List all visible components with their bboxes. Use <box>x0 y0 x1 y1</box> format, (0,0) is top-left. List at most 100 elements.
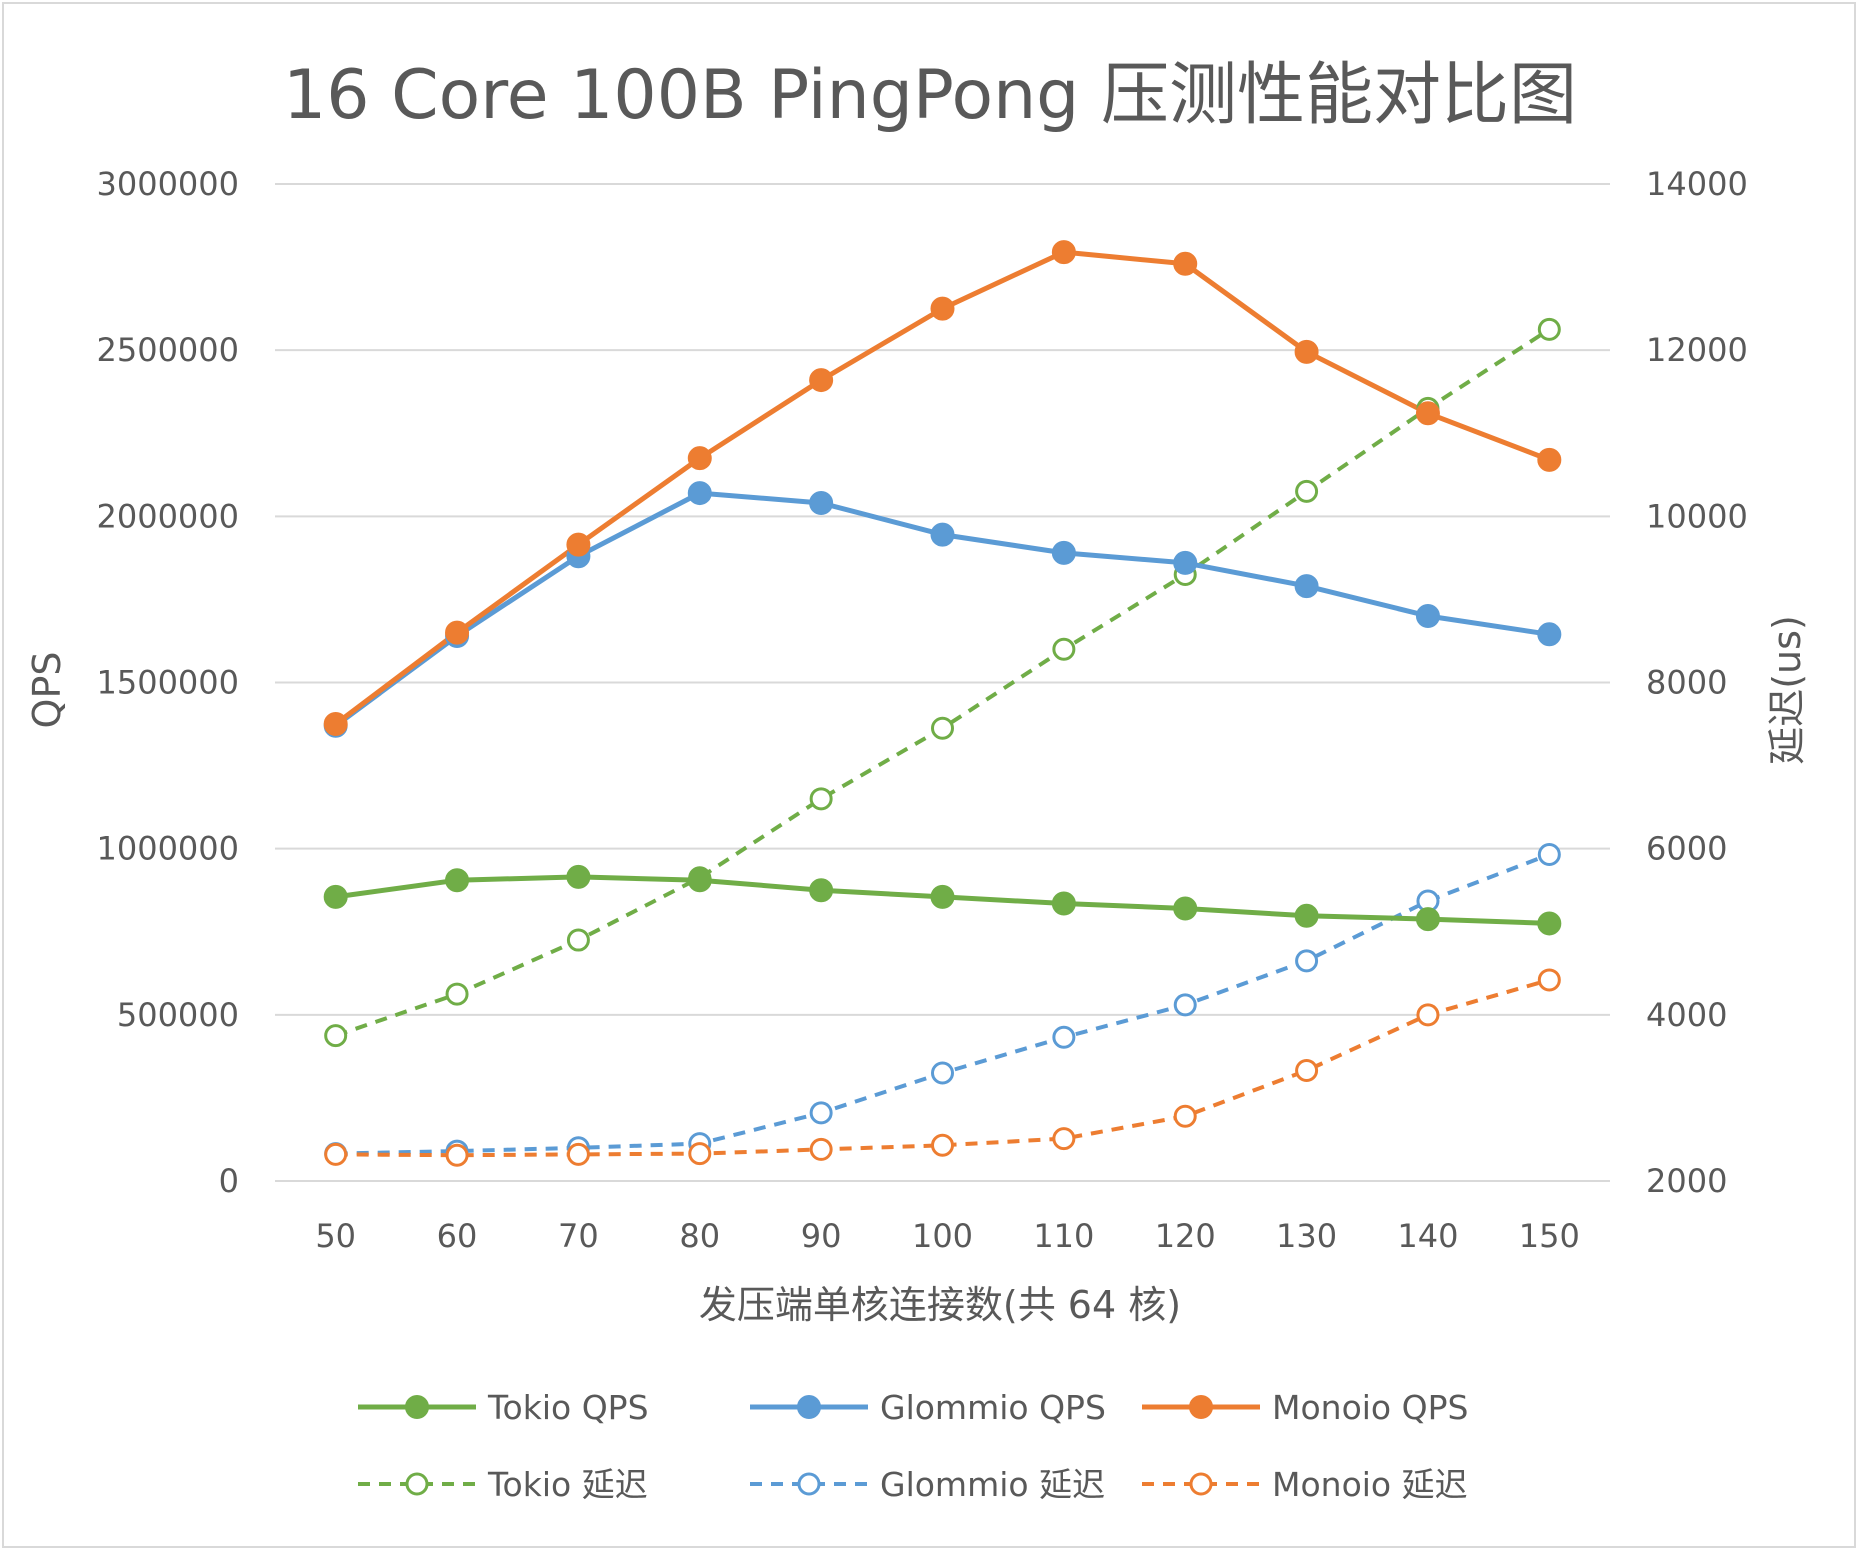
data-point-monoio-qps <box>1537 447 1562 472</box>
data-point-glommio-qps <box>809 491 834 516</box>
data-point-monoio-latency <box>1537 968 1561 992</box>
data-point-monoio-latency <box>1173 1104 1197 1128</box>
y-tick-label: 1000000 <box>96 830 239 868</box>
legend-item-tokio-latency: Tokio 延迟 <box>358 1465 648 1504</box>
data-point-tokio-latency <box>1295 479 1319 503</box>
x-tick-label: 100 <box>912 1217 973 1255</box>
data-point-tokio-qps <box>445 868 470 893</box>
data-point-monoio-latency <box>1416 1003 1440 1027</box>
data-point-glommio-latency <box>1173 993 1197 1017</box>
data-point-tokio-qps <box>687 868 712 893</box>
data-point-glommio-latency <box>1052 1025 1076 1049</box>
y2-axis-title: 延迟(us) <box>1765 615 1809 765</box>
y2-axis-ticks: 2000 4000 6000 8000 10000 12000 14000 <box>1646 165 1748 1200</box>
data-point-tokio-qps <box>1051 891 1076 916</box>
y2-tick-label: 4000 <box>1646 996 1727 1034</box>
x-tick-label: 50 <box>315 1217 356 1255</box>
data-point-monoio-latency <box>324 1142 348 1166</box>
x-axis-ticks: 50 60 70 80 90 100 110 120 130 140 150 <box>315 1217 1580 1255</box>
data-point-glommio-latency <box>809 1101 833 1125</box>
legend-item-monoio-qps: Monoio QPS <box>1142 1388 1468 1427</box>
data-point-tokio-latency <box>566 928 590 952</box>
x-tick-label: 80 <box>679 1217 720 1255</box>
y2-tick-label: 8000 <box>1646 664 1727 702</box>
data-point-tokio-latency <box>1052 637 1076 661</box>
series-markers <box>323 240 1562 1167</box>
gridlines <box>275 183 1610 1182</box>
legend-item-glommio-latency: Glommio 延迟 <box>750 1465 1105 1504</box>
legend-label: Glommio QPS <box>880 1388 1106 1427</box>
legend-item-monoio-latency: Monoio 延迟 <box>1142 1465 1468 1504</box>
x-tick-label: 110 <box>1033 1217 1094 1255</box>
data-point-glommio-latency <box>1537 842 1561 866</box>
data-point-glommio-qps <box>687 481 712 506</box>
legend-swatch-marker <box>405 1472 429 1496</box>
y-tick-label: 0 <box>219 1162 239 1200</box>
x-tick-label: 70 <box>558 1217 599 1255</box>
legend: Tokio QPS Glommio QPS Monoio QPS Tokio 延迟 Gl… <box>358 1388 1468 1504</box>
data-point-tokio-qps <box>323 884 348 909</box>
x-tick-label: 140 <box>1397 1217 1458 1255</box>
legend-label: Tokio QPS <box>487 1388 649 1427</box>
data-point-glommio-qps <box>1173 550 1198 575</box>
legend-item-tokio-qps: Tokio QPS <box>358 1388 649 1427</box>
y2-tick-label: 6000 <box>1646 830 1727 868</box>
data-point-monoio-qps <box>809 368 834 393</box>
series-line-monoio-qps <box>334 249 1551 726</box>
y-tick-label: 500000 <box>117 996 239 1034</box>
legend-item-glommio-qps: Glommio QPS <box>750 1388 1106 1427</box>
data-point-glommio-latency <box>931 1061 954 1085</box>
legend-swatch-marker <box>797 1472 821 1496</box>
data-point-monoio-qps <box>445 620 470 645</box>
data-point-monoio-qps <box>687 446 712 471</box>
legend-swatch-marker <box>405 1395 429 1419</box>
y2-tick-label: 12000 <box>1646 331 1748 369</box>
legend-swatch-marker <box>797 1395 821 1419</box>
y-axis-title: QPS <box>25 652 69 729</box>
y2-tick-label: 2000 <box>1646 1162 1727 1200</box>
data-point-tokio-latency <box>1537 317 1561 341</box>
data-point-monoio-qps <box>930 296 955 321</box>
data-point-glommio-qps <box>1051 540 1076 565</box>
data-point-monoio-qps <box>1294 339 1319 364</box>
legend-label: Monoio QPS <box>1272 1388 1468 1427</box>
data-point-tokio-qps <box>1173 896 1198 921</box>
data-point-tokio-latency <box>324 1024 348 1048</box>
data-point-tokio-latency <box>809 787 833 811</box>
data-point-monoio-qps <box>1051 240 1076 265</box>
data-point-glommio-latency <box>1295 949 1319 973</box>
data-point-monoio-latency <box>931 1133 954 1157</box>
x-axis-title: 发压端单核连接数(共 64 核) <box>699 1283 1181 1327</box>
x-tick-label: 60 <box>437 1217 478 1255</box>
x-tick-label: 120 <box>1155 1217 1216 1255</box>
x-tick-label: 150 <box>1519 1217 1580 1255</box>
data-point-tokio-latency <box>445 982 469 1006</box>
y2-tick-label: 10000 <box>1646 497 1748 535</box>
y-tick-label: 3000000 <box>96 165 239 203</box>
data-point-monoio-qps <box>1173 251 1198 276</box>
data-point-monoio-qps <box>323 712 348 737</box>
data-point-tokio-qps <box>809 878 834 903</box>
x-tick-label: 90 <box>801 1217 842 1255</box>
data-point-tokio-qps <box>1415 907 1440 932</box>
y-tick-label: 2500000 <box>96 331 239 369</box>
series-lines <box>334 249 1551 1158</box>
legend-swatch-marker <box>1189 1395 1213 1419</box>
data-point-monoio-latency <box>1052 1127 1076 1151</box>
legend-label: Tokio 延迟 <box>487 1465 648 1504</box>
data-point-glommio-qps <box>930 522 955 547</box>
data-point-monoio-latency <box>1295 1058 1319 1082</box>
data-point-tokio-qps <box>1537 911 1562 936</box>
data-point-monoio-latency <box>445 1143 469 1167</box>
data-point-glommio-qps <box>1294 574 1319 599</box>
data-point-monoio-latency <box>566 1142 590 1166</box>
data-point-monoio-latency <box>809 1137 833 1161</box>
data-point-tokio-qps <box>1294 903 1319 928</box>
data-point-tokio-qps <box>566 864 591 889</box>
chart-title: 16 Core 100B PingPong 压测性能对比图 <box>283 56 1577 135</box>
y-axis-ticks: 0 500000 1000000 1500000 2000000 2500000 30000… <box>96 165 239 1200</box>
x-tick-label: 130 <box>1276 1217 1337 1255</box>
data-point-monoio-latency <box>688 1142 712 1166</box>
